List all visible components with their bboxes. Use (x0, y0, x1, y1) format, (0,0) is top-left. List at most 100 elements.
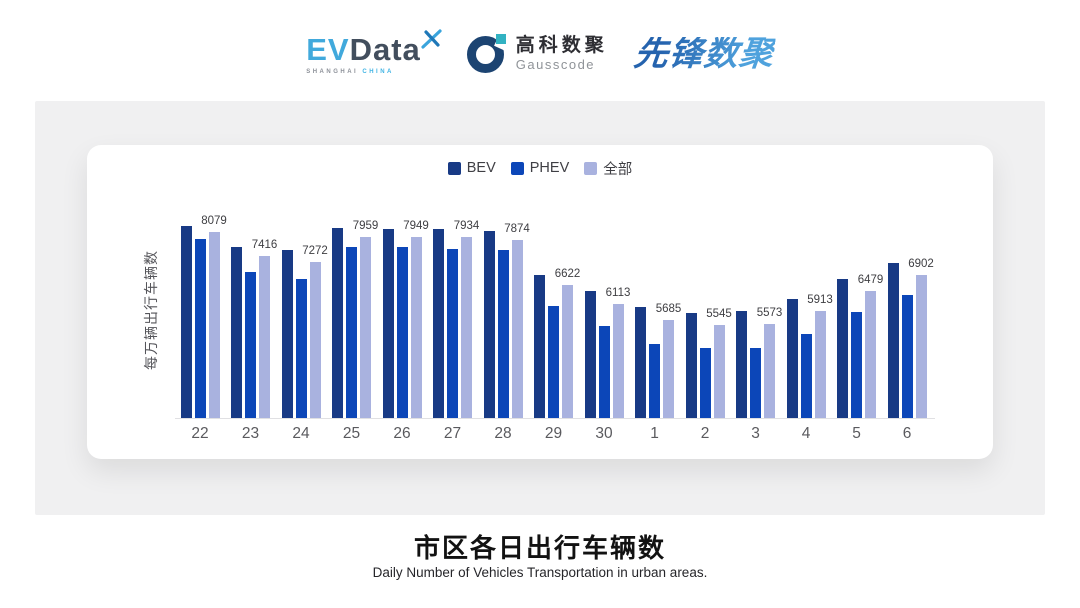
data-label-23: 7416 (251, 239, 278, 252)
x-tick-label-5: 5 (852, 425, 861, 442)
bar-phev-25 (346, 247, 357, 418)
bar-全部-4 (814, 311, 826, 418)
bar-bev-29 (534, 274, 545, 418)
legend-item-bev[interactable]: BEV (447, 160, 496, 176)
x-tick-label-22: 22 (191, 425, 209, 442)
legend-swatch-icon (584, 161, 598, 175)
gausscode-logo: 高科数聚 Gausscode (466, 34, 608, 74)
data-label-2: 5545 (706, 307, 732, 320)
bar-全部-2 (713, 324, 725, 418)
bar-phev-23 (245, 272, 256, 418)
evdata-logo-data-text: Data (349, 31, 421, 67)
evdata-sub-china: CHINA (362, 68, 394, 75)
bar-phev-29 (548, 305, 559, 418)
bar-phev-28 (497, 250, 509, 418)
bar-全部-30 (612, 304, 624, 418)
bar-bev-27 (433, 229, 444, 418)
evdata-x-icon (421, 28, 443, 54)
bar-phev-27 (447, 249, 458, 418)
data-label-27: 7934 (453, 220, 480, 233)
bar-全部-27 (461, 237, 472, 418)
bar-phev-4 (800, 333, 812, 418)
bar-bev-23 (231, 247, 242, 418)
legend-label: BEV (466, 160, 496, 176)
bar-bev-28 (483, 230, 495, 418)
data-label-25: 7959 (352, 219, 379, 232)
page-subtitle: Daily Number of Vehicles Transportation … (372, 565, 708, 580)
evdata-logo-subtext: SHANGHAI CHINA (306, 69, 421, 75)
bar-bev-25 (332, 228, 343, 418)
bar-bev-24 (281, 250, 293, 418)
legend-label: PHEV (529, 160, 570, 176)
chart-card: BEV PHEV 全部 每万辆出行车辆数 8079 7416 7272 7959 7949 7… (87, 145, 993, 459)
data-label-5: 6479 (857, 273, 884, 286)
bar-全部-26 (410, 236, 422, 418)
bar-全部-25 (360, 236, 371, 418)
bar-全部-22 (208, 232, 220, 418)
bar-phev-3 (750, 347, 761, 418)
x-tick-label-23: 23 (241, 425, 260, 442)
bar-全部-29 (562, 285, 573, 418)
bar-bev-5 (837, 278, 848, 418)
data-label-28: 7874 (504, 222, 530, 235)
legend-label: 全部 (603, 161, 633, 178)
pioneer-data-logo: 先锋数聚 (631, 35, 776, 73)
evdata-sub-shanghai: SHANGHAI (306, 68, 359, 75)
bar-bev-4 (786, 298, 798, 418)
x-tick-label-29: 29 (544, 425, 563, 442)
bar-phev-22 (194, 239, 206, 418)
bar-bev-6 (887, 263, 899, 418)
bar-phev-30 (598, 325, 610, 418)
data-label-26: 7949 (403, 219, 429, 232)
x-tick-label-25: 25 (342, 425, 361, 442)
x-tick-label-28: 28 (494, 425, 512, 442)
x-tick-label-1: 1 (650, 425, 659, 442)
gausscode-cn-text: 高科数聚 (515, 35, 608, 57)
bar-全部-5 (865, 290, 876, 418)
bar-bev-30 (584, 291, 596, 418)
page-title: 市区各日出行车辆数 (413, 533, 666, 563)
gausscode-en-text: Gausscode (515, 57, 596, 73)
data-label-29: 6622 (554, 268, 581, 281)
x-tick-label-27: 27 (443, 425, 462, 442)
bar-全部-28 (511, 239, 523, 418)
chart-legend: BEV PHEV 全部 (87, 158, 993, 178)
bar-phev-26 (396, 247, 408, 418)
gausscode-g-icon (466, 34, 511, 74)
bar-全部-6 (915, 275, 927, 418)
legend-item-全部[interactable]: 全部 (584, 158, 632, 179)
bar-全部-1 (663, 319, 674, 418)
x-tick-label-30: 30 (595, 425, 613, 442)
x-tick-label-4: 4 (801, 425, 811, 442)
evdata-logo: EV Data SHANGHAI CHINA (306, 28, 442, 75)
bar-bev-2 (685, 312, 697, 418)
bar-全部-23 (259, 256, 270, 418)
x-tick-label-3: 3 (751, 425, 760, 442)
evdata-logo-ev-text: EV (306, 31, 350, 67)
data-label-1: 5685 (655, 302, 682, 315)
data-label-22: 8079 (201, 215, 227, 228)
legend-item-phev[interactable]: PHEV (510, 160, 570, 176)
bar-全部-24 (309, 261, 321, 418)
bar-bev-3 (736, 310, 747, 418)
bar-phev-5 (851, 311, 862, 418)
legend-swatch-icon (447, 161, 461, 175)
bar-phev-1 (649, 343, 660, 418)
bar-bev-22 (180, 226, 192, 418)
bar-全部-3 (764, 323, 775, 418)
x-tick-label-2: 2 (700, 425, 710, 442)
bar-phev-24 (295, 279, 307, 418)
x-tick-label-26: 26 (393, 425, 411, 442)
bar-bev-26 (382, 229, 394, 418)
bar-phev-6 (901, 295, 913, 418)
x-tick-label-6: 6 (902, 425, 912, 442)
data-label-3: 5573 (756, 306, 783, 319)
legend-swatch-icon (510, 161, 524, 175)
data-label-6: 6902 (908, 258, 934, 271)
header-logos: EV Data SHANGHAI CHINA 高科数聚 Gausscode 先锋… (0, 18, 1080, 90)
x-tick-label-24: 24 (292, 425, 310, 442)
plot-area: 8079 7416 7272 7959 7949 7934 7874 6622 6113 5685… (87, 145, 993, 418)
bar-bev-1 (635, 306, 646, 418)
bar-phev-2 (699, 347, 711, 418)
data-label-4: 5913 (807, 294, 833, 307)
